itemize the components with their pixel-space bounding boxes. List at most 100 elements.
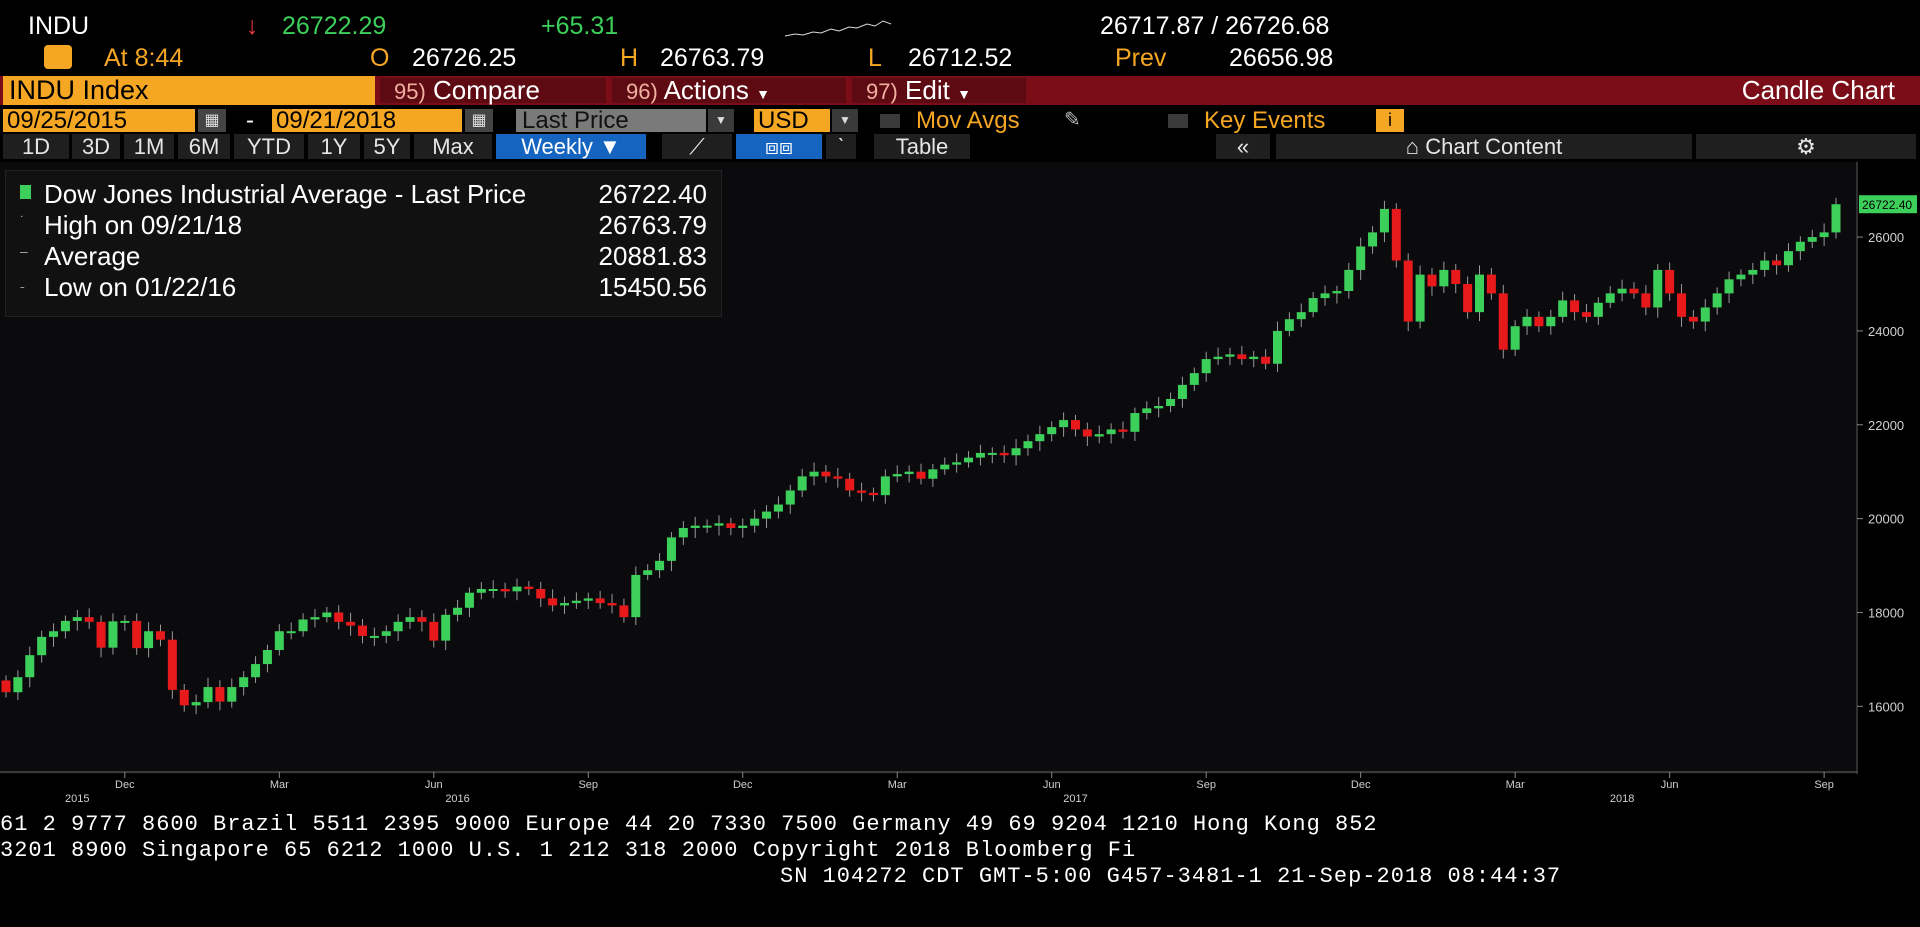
edit-button[interactable]: 97) Edit ▼ xyxy=(852,77,1026,104)
prev-label: Prev xyxy=(1115,44,1167,72)
x-month-label: Mar xyxy=(270,779,289,791)
calendar-icon[interactable]: ▦ xyxy=(465,109,493,132)
pencil-icon[interactable]: ✎ xyxy=(1064,109,1081,131)
candle-body xyxy=(904,471,914,475)
candle-body xyxy=(417,617,427,622)
y-tick-label: 20000 xyxy=(1868,512,1904,527)
candle-body xyxy=(560,603,570,606)
period-ytd[interactable]: YTD xyxy=(234,134,304,159)
candle-body xyxy=(666,537,676,561)
chart-content-button[interactable]: ⌂ Chart Content xyxy=(1276,134,1692,159)
candle-body xyxy=(845,478,855,491)
candle-body xyxy=(571,600,581,604)
candle-body xyxy=(1332,291,1342,294)
legend-marker: ˙ xyxy=(20,213,25,229)
candle-body xyxy=(322,612,332,618)
period-max[interactable]: Max xyxy=(414,134,492,159)
info-icon[interactable]: i xyxy=(1376,109,1404,132)
chart-type-title: Candle Chart xyxy=(1741,75,1895,105)
candle-body xyxy=(1082,429,1092,437)
edit-number: 97) xyxy=(866,79,898,104)
candle-body xyxy=(1368,232,1378,247)
legend-high-label: High on 09/21/18 xyxy=(44,210,243,240)
legend-average-label: Average xyxy=(44,241,141,271)
ticker-line-2: 3201 8900 Singapore 65 6212 1000 U.S. 1 … xyxy=(0,838,1137,863)
candle-body xyxy=(37,636,47,656)
open-label: O xyxy=(370,44,390,72)
candle-body xyxy=(1819,232,1829,238)
legend-series-value: 26722.40 xyxy=(598,179,707,209)
currency-select[interactable]: USD xyxy=(754,109,830,133)
candle-body xyxy=(1748,269,1758,275)
security-field[interactable]: INDU Index xyxy=(3,76,375,105)
candle-body xyxy=(144,631,154,649)
period-5y[interactable]: 5Y xyxy=(364,134,410,159)
more-icon[interactable]: ˋ xyxy=(826,134,856,159)
candle-chart-icon[interactable]: ⧈⧈ xyxy=(736,134,822,159)
x-year-label: 2017 xyxy=(1063,793,1087,805)
table-button[interactable]: Table xyxy=(874,134,970,159)
candle-body xyxy=(892,474,902,477)
period-3d[interactable]: 3D xyxy=(72,134,120,159)
candle-body xyxy=(964,457,974,463)
line-chart-icon[interactable]: ⟋ xyxy=(662,134,732,159)
candle-body xyxy=(1760,260,1770,270)
candle-body xyxy=(619,605,629,618)
candle-body xyxy=(1475,274,1485,313)
candle-body xyxy=(785,490,795,505)
candle-body xyxy=(1379,208,1389,233)
actions-button[interactable]: 96) Actions ▼ xyxy=(612,77,846,104)
candle-body xyxy=(1807,237,1817,242)
compare-number: 95) xyxy=(394,79,426,104)
frequency-select[interactable]: Weekly ▼ xyxy=(496,134,646,159)
chevron-down-icon[interactable]: ▼ xyxy=(708,109,734,132)
period-1d[interactable]: 1D xyxy=(3,134,69,159)
x-month-label: Mar xyxy=(1506,779,1525,791)
candle-body xyxy=(1284,319,1294,331)
candle-body xyxy=(1261,356,1271,364)
x-month-label: Dec xyxy=(733,779,753,791)
x-month-label: Dec xyxy=(1351,779,1371,791)
period-6m[interactable]: 6M xyxy=(178,134,230,159)
candle-body xyxy=(1308,298,1318,313)
candle-body xyxy=(346,621,356,626)
compare-label: Compare xyxy=(433,75,540,105)
candle-body xyxy=(952,462,962,465)
candle-body xyxy=(167,639,177,690)
mov-avgs-checkbox[interactable] xyxy=(880,114,900,128)
candle-body xyxy=(251,664,261,678)
period-1m[interactable]: 1M xyxy=(124,134,174,159)
candle-body xyxy=(1712,293,1722,308)
collapse-icon[interactable]: « xyxy=(1216,134,1270,159)
gauge-icon[interactable] xyxy=(44,45,72,69)
candle-body xyxy=(975,452,985,458)
low-value: 26712.52 xyxy=(908,44,1013,72)
period-1y[interactable]: 1Y xyxy=(308,134,360,159)
last-price-tag xyxy=(1859,195,1917,214)
gear-icon[interactable]: ⚙ xyxy=(1696,134,1916,159)
candle-body xyxy=(880,476,890,496)
chevron-down-icon: ▼ xyxy=(957,86,971,102)
candle-body xyxy=(940,464,950,470)
x-month-label: Sep xyxy=(1814,779,1834,791)
candle-body xyxy=(310,617,320,620)
compare-button[interactable]: 95) Compare xyxy=(380,75,606,105)
end-date-input[interactable]: 09/21/2018 xyxy=(272,109,462,133)
key-events-checkbox[interactable] xyxy=(1168,114,1188,128)
calendar-icon[interactable]: ▦ xyxy=(198,109,226,132)
start-date-input[interactable]: 09/25/2015 xyxy=(3,109,195,133)
down-arrow-icon: ↓ xyxy=(246,12,259,40)
candle-body xyxy=(120,620,130,623)
candle-body xyxy=(1249,356,1259,360)
candle-body xyxy=(726,523,736,528)
candle-body xyxy=(1617,288,1627,294)
price-field-select[interactable]: Last Price xyxy=(516,109,706,133)
legend-marker xyxy=(20,185,31,202)
candle-body xyxy=(1070,420,1080,430)
candle-body xyxy=(1118,429,1128,432)
chevron-down-icon[interactable]: ▼ xyxy=(832,109,858,132)
date-dash: - xyxy=(246,107,254,134)
candle-body xyxy=(191,702,201,706)
candle-body xyxy=(1201,359,1211,374)
candle-body xyxy=(488,589,498,591)
